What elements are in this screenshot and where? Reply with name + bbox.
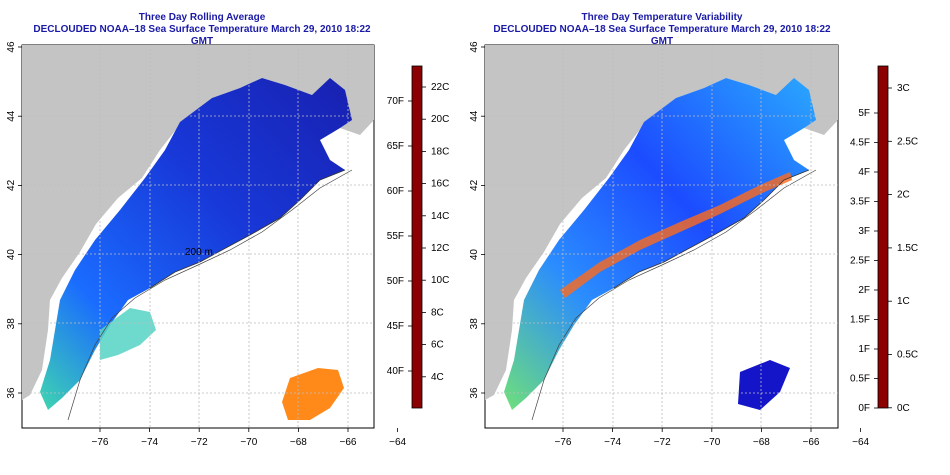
- left-sst-slope-water: [100, 308, 156, 360]
- left-colorbar-f-label: 65F: [387, 141, 404, 152]
- left-colorbar-f-label: 50F: [387, 276, 404, 287]
- map1-y-tick-label: 46: [469, 41, 480, 53]
- map1-y-tick-label: 36: [469, 387, 480, 399]
- right-colorbar-f-label: 4F: [858, 167, 870, 178]
- map0-y-tick-label: 40: [6, 249, 17, 261]
- map0-y-tick-label: 42: [6, 179, 17, 191]
- map0-x-tick-label: −76: [92, 437, 109, 448]
- right-colorbar-c-label: 0.5C: [897, 350, 918, 361]
- axis-tick-layer: −76 −74 −72 −70 −68 −66 −64 36 38 40 42 44 46 −76 −74 −…: [6, 41, 918, 448]
- map1-y-tick-label: 38: [469, 318, 480, 330]
- map1-y-tick-label: 42: [469, 179, 480, 191]
- left-colorbar-f-label: 60F: [387, 186, 404, 197]
- left-sst-field: [40, 78, 352, 410]
- left-colorbar-c-label: 18C: [431, 146, 449, 157]
- right-colorbar-f-label: 4.5F: [850, 138, 870, 149]
- map1-y-tick-label: 40: [469, 249, 480, 261]
- right-high-variability-band: [560, 172, 792, 298]
- left-colorbar-c-label: 12C: [431, 243, 449, 254]
- left-isobath-200m: [67, 169, 353, 421]
- left-colorbar-c-label: 16C: [431, 179, 449, 190]
- map0-x-tick-label: −72: [191, 437, 208, 448]
- right-colorbar-f-label: 2.5F: [850, 256, 870, 267]
- map0-x-tick-label: −70: [240, 437, 257, 448]
- right-map-title-line2: DECLOUDED NOAA–18 Sea Surface Temperatur…: [493, 24, 831, 47]
- right-variability-field: [504, 78, 816, 410]
- map0-x-tick-label: −68: [290, 437, 307, 448]
- left-colorbar-f-label: 55F: [387, 231, 404, 242]
- right-map-panel: [484, 44, 839, 429]
- left-colorbar-f-label: 40F: [387, 366, 404, 377]
- left-grid: [22, 45, 374, 428]
- right-colorbar-c-label: 1C: [897, 296, 910, 307]
- left-colorbar-c-label: 8C: [431, 307, 444, 318]
- left-land-mass: [22, 45, 374, 400]
- map1-x-tick-label: −70: [703, 437, 720, 448]
- right-colorbar-f-label: 1.5F: [850, 315, 870, 326]
- left-map-panel: 200 m: [21, 44, 375, 429]
- left-sst-warm-patch: [282, 368, 344, 420]
- right-colorbar-f-label: 1F: [858, 344, 870, 355]
- left-coast-line: [149, 169, 346, 289]
- map0-y-tick-label: 44: [6, 110, 17, 122]
- right-colorbar-f-label: 0.5F: [850, 374, 870, 385]
- right-colorbar-f-label: 0F: [858, 403, 870, 414]
- right-colorbar-f-label: 2F: [858, 285, 870, 296]
- left-colorbar-f-label: 70F: [387, 96, 404, 107]
- left-colorbar-c-label: 10C: [431, 275, 449, 286]
- map0-y-tick-label: 38: [6, 318, 17, 330]
- right-colorbar-c-label: 3C: [897, 83, 910, 94]
- right-coast-line: [613, 169, 810, 289]
- left-map-title-line2: DECLOUDED NOAA–18 Sea Surface Temperatur…: [33, 24, 371, 47]
- right-colorbar-c-label: 1.5C: [897, 243, 918, 254]
- map0-x-tick-label: −66: [340, 437, 357, 448]
- map0-y-tick-label: 36: [6, 387, 17, 399]
- map1-x-tick-label: −76: [555, 437, 572, 448]
- right-grid: [485, 45, 838, 428]
- left-colorbar-c-label: 4C: [431, 372, 444, 383]
- right-low-variability-patches: [738, 360, 790, 410]
- map1-x-tick-label: −66: [803, 437, 820, 448]
- map0-x-tick-label: −74: [141, 437, 158, 448]
- map0-x-tick-label: −64: [389, 437, 406, 448]
- map1-x-tick-label: −64: [852, 437, 869, 448]
- right-colorbar-f-label: 3.5F: [850, 197, 870, 208]
- map1-x-tick-label: −68: [753, 437, 770, 448]
- right-colorbar-c-label: 0C: [897, 403, 910, 414]
- map1-x-tick-label: −74: [604, 437, 621, 448]
- map1-y-tick-label: 44: [469, 110, 480, 122]
- right-colorbar: [877, 65, 889, 409]
- left-colorbar-c-label: 14C: [431, 211, 449, 222]
- map1-x-tick-label: −72: [654, 437, 671, 448]
- left-isobath-label: 200 m: [185, 247, 213, 258]
- right-colorbar-c-label: 2.5C: [897, 136, 918, 147]
- left-map-title-line1: Three Day Rolling Average: [138, 12, 266, 23]
- left-colorbar-c-label: 22C: [431, 82, 449, 93]
- left-colorbar-f-label: 45F: [387, 321, 404, 332]
- left-colorbar-c-label: 20C: [431, 114, 449, 125]
- left-colorbar: [411, 65, 423, 409]
- left-colorbar-c-label: 6C: [431, 340, 444, 351]
- right-colorbar-f-label: 5F: [858, 108, 870, 119]
- map0-y-tick-label: 46: [6, 41, 17, 53]
- right-land-mass: [485, 45, 838, 400]
- right-colorbar-c-label: 2C: [897, 190, 910, 201]
- right-colorbar-f-label: 3F: [858, 226, 870, 237]
- right-map-title-line1: Three Day Temperature Variability: [581, 12, 743, 23]
- right-map-title: Three Day Temperature Variability DECLOU…: [482, 12, 842, 48]
- left-map-title: Three Day Rolling Average DECLOUDED NOAA…: [22, 12, 382, 48]
